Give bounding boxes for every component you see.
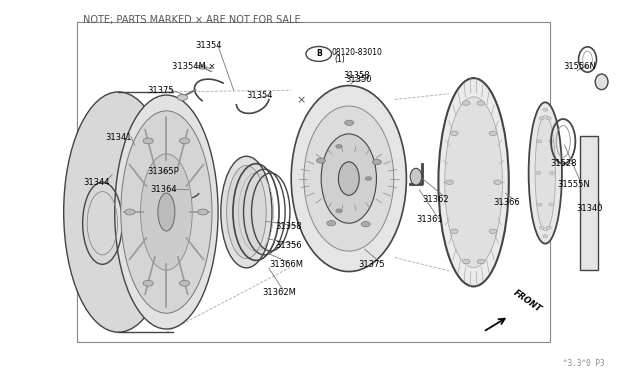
Circle shape [548,203,554,206]
Text: 31354: 31354 [195,41,221,50]
Circle shape [546,117,551,120]
Ellipse shape [115,95,218,329]
Bar [77,22,550,342]
Text: 31555N: 31555N [557,180,589,189]
Text: 31362M: 31362M [262,288,296,296]
Text: 31358: 31358 [275,222,302,231]
Circle shape [462,101,470,105]
Ellipse shape [445,97,502,268]
Circle shape [125,209,135,215]
Circle shape [477,259,485,264]
Text: ^3.3^0 P3: ^3.3^0 P3 [563,359,605,368]
Circle shape [540,226,545,229]
Ellipse shape [321,134,376,223]
Ellipse shape [595,74,608,90]
Circle shape [489,229,497,234]
Circle shape [537,140,542,143]
Circle shape [489,131,497,135]
Circle shape [546,226,551,229]
Circle shape [361,222,370,227]
Circle shape [537,203,542,206]
Text: 31365P: 31365P [147,167,179,176]
Text: 31366M: 31366M [269,260,303,269]
Circle shape [372,160,381,165]
Circle shape [543,235,548,238]
Circle shape [179,280,189,286]
Text: 31358: 31358 [343,71,370,80]
Circle shape [446,180,454,185]
Text: 31341: 31341 [106,133,132,142]
Text: 31356: 31356 [275,241,302,250]
Text: NOTE; PARTS MARKED × ARE NOT FOR SALE.: NOTE; PARTS MARKED × ARE NOT FOR SALE. [83,15,304,25]
Ellipse shape [158,193,175,231]
Text: 31340: 31340 [576,204,602,213]
Text: 31366: 31366 [493,198,520,207]
Ellipse shape [221,156,272,268]
Text: 31528: 31528 [550,159,577,168]
Circle shape [462,259,470,264]
Ellipse shape [529,102,562,244]
Circle shape [365,177,372,180]
Text: 31375: 31375 [147,86,174,95]
Text: 08120-83010: 08120-83010 [332,48,382,57]
Text: B: B [316,49,321,58]
Ellipse shape [64,92,173,332]
Ellipse shape [141,154,192,270]
Ellipse shape [339,162,359,195]
Ellipse shape [227,166,266,259]
Circle shape [317,158,326,163]
Text: 31344: 31344 [83,178,109,187]
Circle shape [177,94,188,100]
Circle shape [540,117,545,120]
Circle shape [548,140,554,143]
Circle shape [451,229,458,234]
Circle shape [179,138,190,144]
Text: ×: × [296,96,305,105]
Circle shape [345,120,354,125]
Ellipse shape [535,115,556,231]
Ellipse shape [410,168,422,185]
Text: 31354: 31354 [246,92,273,100]
Ellipse shape [291,86,406,272]
Text: 31350: 31350 [346,75,372,84]
Text: 31361: 31361 [416,215,443,224]
Bar [580,136,598,270]
Text: 31354M ×: 31354M × [172,62,215,71]
Text: 31364: 31364 [150,185,177,194]
Circle shape [143,138,154,144]
Ellipse shape [438,78,509,286]
Circle shape [336,209,342,213]
Circle shape [143,280,154,286]
Text: 31556N: 31556N [563,62,596,71]
Circle shape [536,171,541,174]
Circle shape [550,171,555,174]
Text: (1): (1) [335,55,346,64]
Circle shape [326,221,335,226]
Circle shape [198,209,208,215]
Text: FRONT: FRONT [512,289,543,314]
Circle shape [198,65,206,69]
Circle shape [336,144,342,148]
Circle shape [543,108,548,111]
Circle shape [493,180,501,185]
Text: 31375: 31375 [358,260,385,269]
Circle shape [451,131,458,135]
Circle shape [477,101,485,105]
Text: 31362: 31362 [422,195,449,203]
Ellipse shape [304,106,394,251]
Ellipse shape [121,111,212,313]
